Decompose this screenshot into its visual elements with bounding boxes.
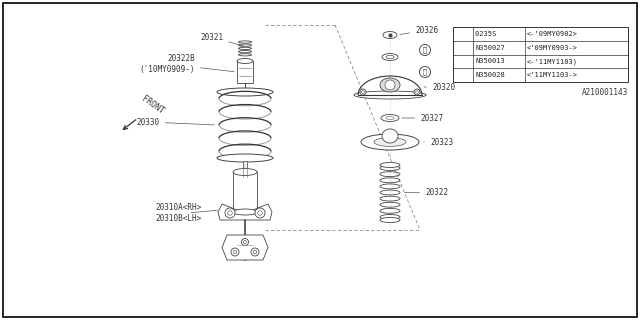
Ellipse shape bbox=[233, 209, 257, 215]
Circle shape bbox=[255, 208, 265, 218]
Text: 20326: 20326 bbox=[400, 26, 438, 35]
Ellipse shape bbox=[386, 55, 394, 59]
Ellipse shape bbox=[383, 31, 397, 38]
Circle shape bbox=[241, 238, 248, 245]
Ellipse shape bbox=[380, 163, 400, 167]
Circle shape bbox=[225, 208, 235, 218]
Ellipse shape bbox=[382, 129, 398, 143]
Polygon shape bbox=[222, 235, 268, 260]
Text: <-'09MY0902>: <-'09MY0902> bbox=[527, 31, 578, 37]
Text: 20330: 20330 bbox=[137, 117, 214, 126]
Text: 20327: 20327 bbox=[402, 114, 443, 123]
Ellipse shape bbox=[233, 169, 257, 175]
Bar bbox=[233, 172, 257, 212]
Ellipse shape bbox=[361, 134, 419, 150]
Text: FRONT: FRONT bbox=[140, 94, 166, 116]
Circle shape bbox=[414, 89, 420, 95]
Ellipse shape bbox=[381, 115, 399, 122]
Ellipse shape bbox=[382, 53, 398, 60]
Ellipse shape bbox=[354, 91, 426, 99]
Bar bbox=[453, 27, 628, 82]
Polygon shape bbox=[218, 204, 272, 220]
Bar bbox=[237, 61, 253, 83]
Text: 20322: 20322 bbox=[404, 188, 448, 197]
Ellipse shape bbox=[217, 154, 273, 162]
Text: 0235S: 0235S bbox=[475, 31, 509, 37]
Circle shape bbox=[251, 248, 259, 256]
Text: N350027: N350027 bbox=[475, 44, 505, 51]
Circle shape bbox=[458, 70, 468, 80]
Ellipse shape bbox=[217, 88, 273, 96]
Circle shape bbox=[360, 89, 366, 95]
Ellipse shape bbox=[380, 218, 400, 222]
Ellipse shape bbox=[374, 138, 406, 147]
Text: <'11MY1103->: <'11MY1103-> bbox=[527, 72, 578, 78]
Text: ①: ① bbox=[423, 47, 427, 53]
Circle shape bbox=[458, 43, 468, 52]
Text: 20310A<RH>
20310B<LH>: 20310A<RH> 20310B<LH> bbox=[155, 203, 201, 223]
Text: A210001143: A210001143 bbox=[582, 88, 628, 97]
Ellipse shape bbox=[386, 116, 394, 119]
Circle shape bbox=[385, 80, 395, 90]
Bar bbox=[243, 161, 247, 172]
Text: N350013: N350013 bbox=[475, 58, 505, 64]
Text: <'09MY0903->: <'09MY0903-> bbox=[527, 44, 578, 51]
Ellipse shape bbox=[380, 78, 400, 92]
Text: <-'11MY1103): <-'11MY1103) bbox=[527, 58, 578, 65]
Ellipse shape bbox=[237, 59, 253, 63]
Text: 2: 2 bbox=[461, 72, 465, 78]
Text: N350028: N350028 bbox=[475, 72, 505, 78]
Text: 20321: 20321 bbox=[200, 33, 244, 46]
Text: 20320: 20320 bbox=[424, 83, 455, 92]
Circle shape bbox=[419, 44, 431, 55]
Circle shape bbox=[419, 67, 431, 77]
Text: ②: ② bbox=[423, 69, 427, 75]
Text: 20322B
('10MY0909-): 20322B ('10MY0909-) bbox=[140, 54, 234, 74]
Circle shape bbox=[231, 248, 239, 256]
Text: 1: 1 bbox=[461, 44, 465, 51]
Text: 20323: 20323 bbox=[424, 138, 453, 147]
